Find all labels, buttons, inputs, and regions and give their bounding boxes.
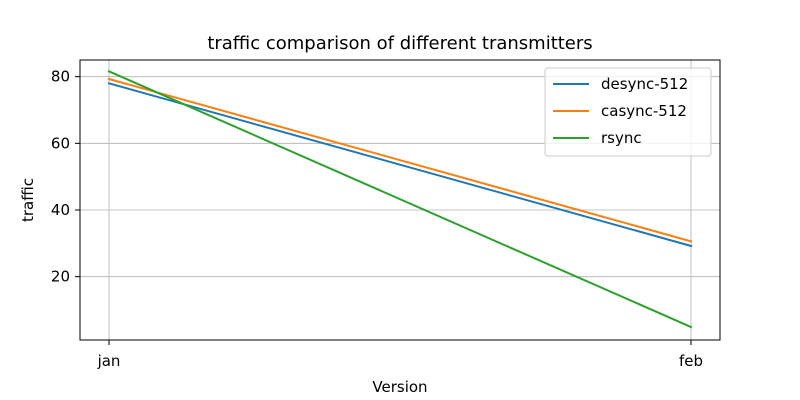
y-tick-label: 40 — [51, 201, 70, 219]
y-axis-label: traffic — [19, 178, 37, 222]
series-line-rsync — [107, 70, 693, 329]
series-line-desync-512 — [107, 82, 693, 248]
axis-ticks: jan feb 20 40 60 80 — [51, 68, 703, 370]
legend-box — [544, 67, 712, 157]
y-tick-label: 80 — [51, 68, 70, 86]
x-axis-label: Version — [372, 378, 427, 396]
chart-title: traffic comparison of different transmit… — [207, 33, 592, 54]
legend-label: desync-512 — [601, 75, 688, 93]
legend-label: casync-512 — [601, 102, 687, 120]
legend-label: rsync — [601, 129, 642, 147]
x-tick-label: jan — [97, 352, 121, 370]
y-tick-label: 60 — [51, 134, 70, 152]
series-line-casync-512 — [107, 77, 693, 243]
x-tick-label: feb — [679, 352, 703, 370]
plot-area-frame — [79, 59, 721, 341]
y-tick-label: 20 — [51, 268, 70, 286]
series-lines — [107, 70, 693, 329]
legend: desync-512 casync-512 rsync — [544, 67, 712, 157]
